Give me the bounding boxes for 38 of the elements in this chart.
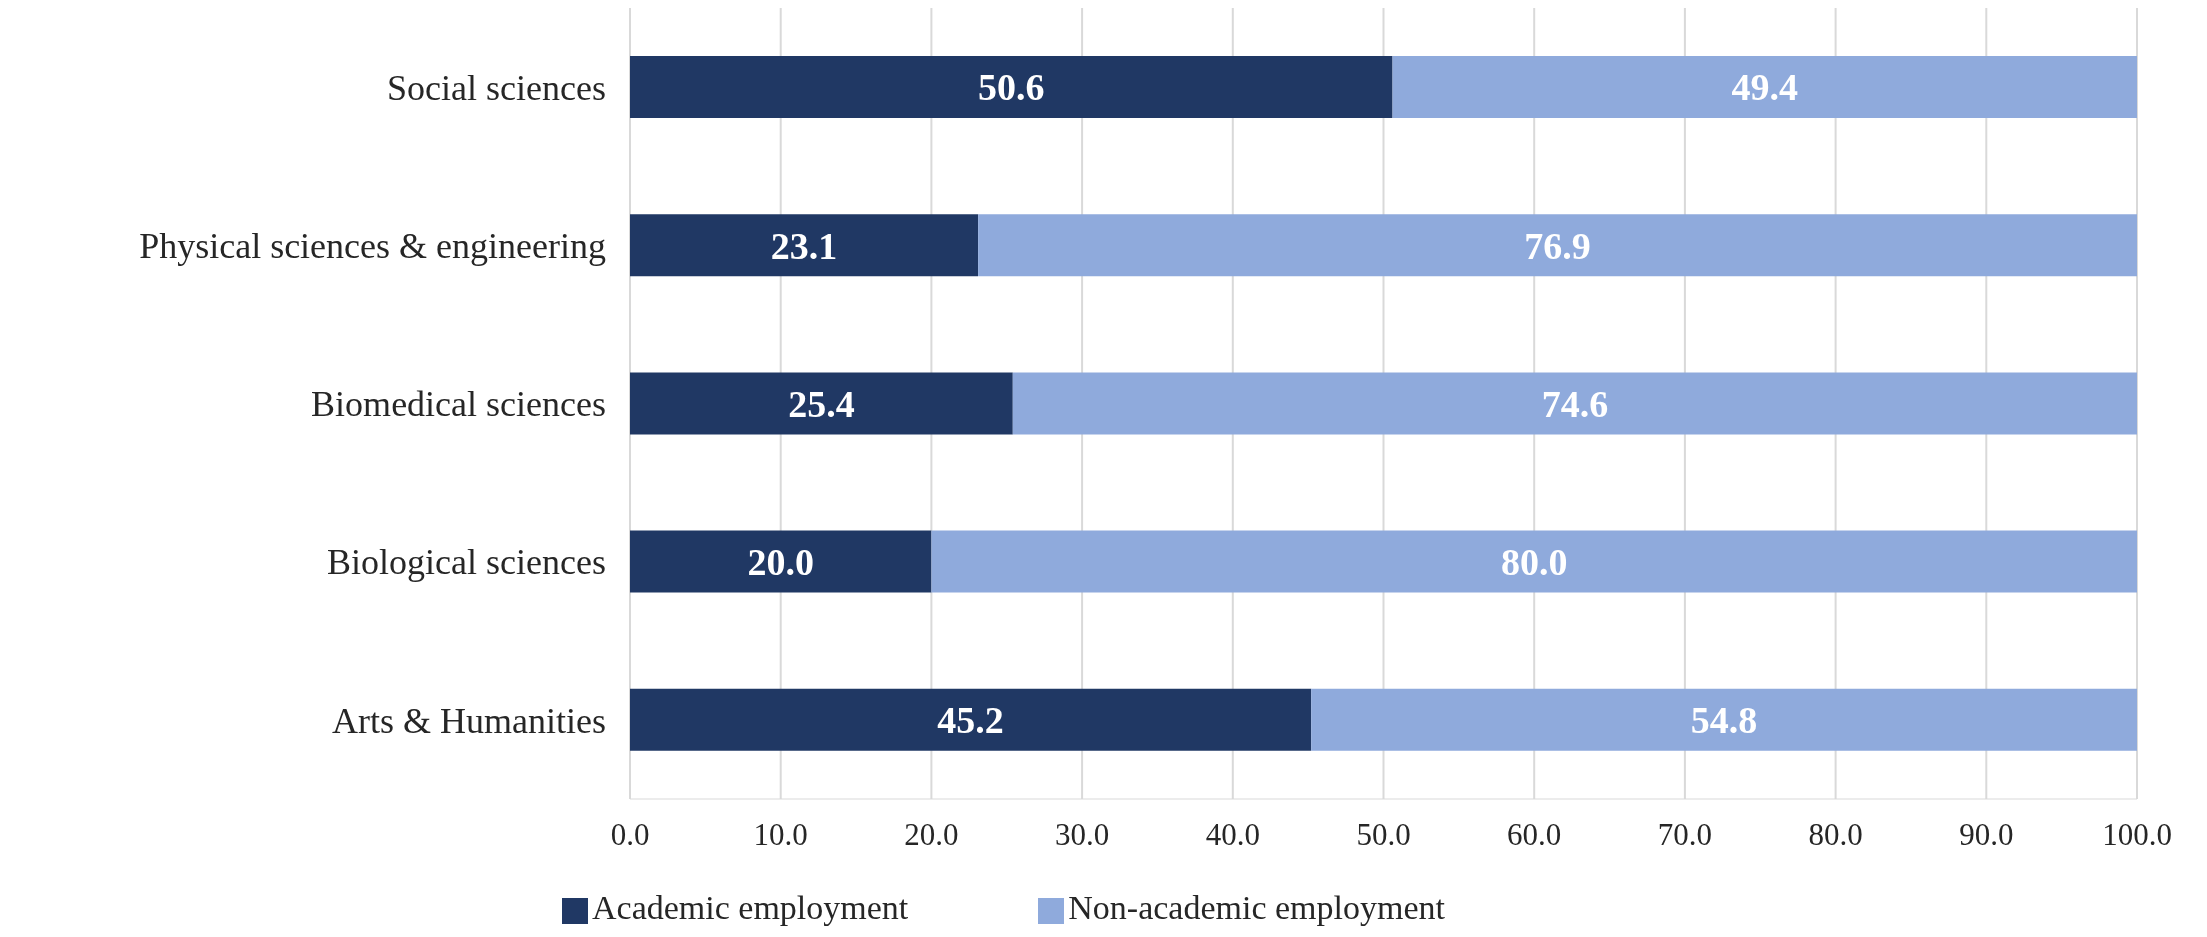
x-tick-label: 60.0 <box>1507 817 1562 853</box>
bar <box>630 530 932 593</box>
data-label: 25.4 <box>788 382 855 425</box>
bar <box>1012 372 2137 435</box>
x-tick-label: 50.0 <box>1356 817 1411 853</box>
x-tick-label: 20.0 <box>904 817 959 853</box>
x-tick-label: 90.0 <box>1959 817 2014 853</box>
data-label: 74.6 <box>1541 382 1609 425</box>
data-label: 80.0 <box>1500 541 1568 584</box>
y-tick-label: Arts & Humanities <box>332 700 606 741</box>
x-tick-label: 0.0 <box>610 817 650 853</box>
bar <box>978 214 2137 277</box>
data-label: 23.1 <box>770 224 838 267</box>
x-tick-label: 10.0 <box>753 817 808 853</box>
bar <box>630 56 1393 118</box>
y-tick-label: Biological sciences <box>327 542 606 583</box>
bar <box>630 372 1013 435</box>
bar <box>1311 688 2137 751</box>
y-tick-label: Biomedical sciences <box>311 384 606 425</box>
data-label: 20.0 <box>747 541 814 584</box>
bar <box>630 688 1312 751</box>
legend-label: Academic employment <box>592 889 909 926</box>
data-label: 76.9 <box>1524 224 1591 267</box>
y-tick-label: Social sciences <box>387 67 606 108</box>
bar <box>931 530 2137 593</box>
legend-label: Non-academic employment <box>1068 889 1445 926</box>
x-tick-label: 100.0 <box>2102 817 2172 853</box>
bar <box>630 214 979 277</box>
data-label: 54.8 <box>1690 699 1758 742</box>
bar <box>1392 56 2137 118</box>
x-tick-label: 40.0 <box>1205 817 1260 853</box>
x-tick-label: 30.0 <box>1054 817 1110 853</box>
data-label: 49.4 <box>1731 66 1799 109</box>
y-tick-label: Physical sciences & engineering <box>139 226 606 267</box>
x-tick-label: 70.0 <box>1657 817 1713 853</box>
data-label: 50.6 <box>978 66 1045 109</box>
x-tick-label: 80.0 <box>1808 817 1863 853</box>
data-label: 45.2 <box>937 699 1004 742</box>
